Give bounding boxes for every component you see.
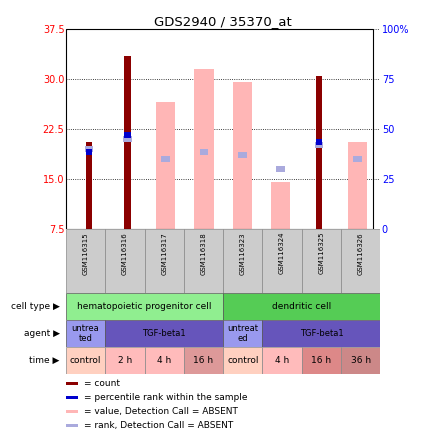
Bar [66,424,78,427]
Bar [353,156,362,162]
Text: TGF-beta1: TGF-beta1 [142,329,186,338]
Text: agent ▶: agent ▶ [23,329,60,338]
Bar [184,347,223,374]
Bar [341,229,380,293]
Text: = count: = count [84,379,120,388]
Bar [66,293,223,320]
Bar [302,229,341,293]
Bar [348,142,367,229]
Text: GSM116317: GSM116317 [161,232,167,275]
Bar [316,75,323,229]
Bar [105,320,223,347]
Bar [316,139,323,145]
Bar [85,149,92,155]
Bar [194,69,213,229]
Text: 36 h: 36 h [351,357,371,365]
Text: GSM116315: GSM116315 [82,232,88,275]
Bar [262,229,302,293]
Text: GSM116325: GSM116325 [318,232,324,274]
Bar [105,347,144,374]
Bar [302,347,341,374]
Bar [66,320,105,347]
Text: cell type ▶: cell type ▶ [11,302,60,311]
Bar [271,182,290,229]
Bar [105,229,144,293]
Text: untreat
ed: untreat ed [227,325,258,343]
Bar [223,347,262,374]
Text: 2 h: 2 h [118,357,132,365]
Text: 4 h: 4 h [275,357,289,365]
Text: GSM116323: GSM116323 [240,232,246,275]
Bar [223,229,262,293]
Bar [262,320,380,347]
Bar [66,410,78,413]
Text: = value, Detection Call = ABSENT: = value, Detection Call = ABSENT [84,407,238,416]
Text: 4 h: 4 h [157,357,171,365]
Bar [161,156,170,162]
Bar [124,132,130,139]
Title: GDS2940 / 35370_at: GDS2940 / 35370_at [154,15,292,28]
Bar [156,102,175,229]
Text: untrea
ted: untrea ted [72,325,99,343]
Bar [276,166,285,172]
Text: GSM116316: GSM116316 [122,232,128,275]
Text: GSM116326: GSM116326 [358,232,364,275]
Bar [144,347,184,374]
Bar [85,146,93,152]
Text: GSM116318: GSM116318 [201,232,207,275]
Text: 16 h: 16 h [193,357,213,365]
Text: 16 h: 16 h [312,357,332,365]
Bar [123,136,132,142]
Text: hematopoietic progenitor cell: hematopoietic progenitor cell [77,302,212,311]
Bar [85,142,92,229]
Bar [66,347,105,374]
Bar [223,293,380,320]
Bar [341,347,380,374]
Text: = rank, Detection Call = ABSENT: = rank, Detection Call = ABSENT [84,421,233,430]
Bar [124,56,130,229]
Bar [66,229,105,293]
Bar [223,320,262,347]
Text: time ▶: time ▶ [29,357,60,365]
Text: control: control [227,357,258,365]
Bar [66,382,78,385]
Text: = percentile rank within the sample: = percentile rank within the sample [84,393,248,402]
Text: control: control [70,357,101,365]
Text: GSM116324: GSM116324 [279,232,285,274]
Bar [262,347,302,374]
Bar [238,152,246,159]
Text: dendritic cell: dendritic cell [272,302,332,311]
Bar [66,396,78,399]
Bar [233,82,252,229]
Bar [200,149,208,155]
Bar [184,229,223,293]
Text: TGF-beta1: TGF-beta1 [300,329,343,338]
Bar [314,143,323,148]
Bar [144,229,184,293]
